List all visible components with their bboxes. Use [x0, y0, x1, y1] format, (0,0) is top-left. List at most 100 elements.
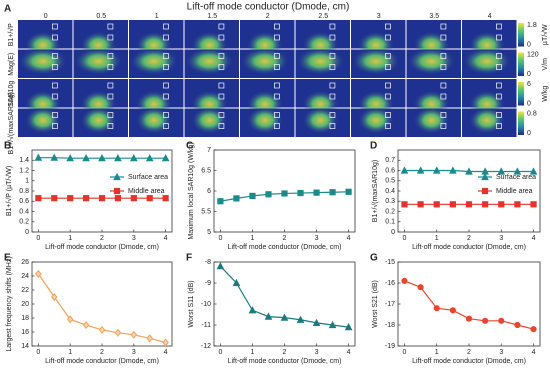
roi-box [163, 123, 169, 129]
y-tick-label: -16 [385, 280, 395, 287]
roi-box [496, 34, 502, 41]
y-tick-label: 24 [21, 273, 29, 280]
x-axis-label: Lift-off mode conductor (Dmode, cm) [228, 244, 342, 251]
marker [130, 195, 137, 202]
column-label: 1.5 [207, 13, 217, 20]
y-tick-label: 14 [21, 343, 29, 350]
roi-box [218, 82, 225, 89]
marker [530, 326, 537, 333]
row-label: Mag(E) [8, 53, 15, 76]
colorbar-max: 120 [527, 51, 539, 58]
roi-box [107, 123, 114, 129]
roi-box [107, 34, 114, 41]
y-tick-label: 5.5 [201, 208, 211, 215]
heatmap-blob [241, 48, 289, 75]
y-tick-label: 0.4 [385, 188, 395, 195]
x-axis-label: Lift-off mode conductor (Dmode, cm) [45, 358, 159, 365]
marker [514, 321, 521, 329]
marker [161, 154, 170, 162]
roi-box [274, 64, 280, 70]
marker [297, 189, 304, 197]
roi-box [163, 112, 169, 118]
y-tick-label: 1 [25, 178, 29, 185]
y-tick-label: 0.6 [385, 167, 395, 174]
marker [401, 277, 408, 284]
roi-box [274, 93, 280, 100]
marker [34, 153, 43, 161]
marker [146, 195, 153, 202]
roi-box [274, 53, 280, 59]
y-tick-label: 7 [207, 147, 211, 154]
colorbar [518, 52, 524, 76]
roi-box [218, 53, 225, 59]
marker [280, 313, 289, 321]
y-tick-label: 0.8 [19, 188, 29, 195]
marker [432, 166, 441, 174]
roi-box [440, 123, 447, 129]
y-tick-label: 6.5 [201, 167, 211, 174]
x-tick-label: 2 [100, 235, 104, 242]
y-tick-label: 0.6 [19, 198, 29, 205]
x-tick-label: 1 [68, 235, 72, 242]
marker [130, 330, 138, 339]
x-tick-label: 2 [283, 349, 287, 356]
roi-box [163, 23, 169, 30]
roi-box [440, 34, 447, 41]
heatmap-blob [413, 107, 450, 134]
row-label: B1+/√P [7, 23, 15, 46]
legend-label: Surface area [496, 174, 536, 181]
plot-frame [213, 261, 356, 347]
marker [35, 195, 42, 202]
roi-box [52, 82, 58, 89]
x-tick-label: 0 [218, 349, 222, 356]
marker [465, 201, 473, 208]
x-tick-label: 3 [132, 349, 136, 356]
row-label: B1+/√(maxSAR10g) [7, 92, 15, 154]
heatmap-blob [247, 107, 283, 134]
roi-box [52, 112, 58, 118]
roi-box [329, 123, 336, 129]
roi-box [163, 64, 169, 70]
roi-box [496, 123, 502, 129]
marker [449, 166, 457, 174]
y-tick-label: 1.4 [19, 157, 29, 164]
marker [417, 284, 424, 291]
column-label: 4 [488, 13, 492, 20]
heatmap-blob [191, 107, 228, 134]
roi-box [496, 53, 502, 59]
colorbar [518, 82, 524, 106]
heatmap-blob [74, 48, 122, 75]
roi-box [440, 23, 447, 30]
heatmap-blob [136, 107, 172, 134]
y-tick-label: -9 [205, 280, 211, 287]
y-tick-label: -17 [385, 301, 395, 308]
roi-box [274, 123, 280, 129]
marker [114, 328, 122, 337]
roi-box [440, 112, 447, 118]
marker [114, 154, 122, 162]
x-tick-label: 3 [315, 349, 319, 356]
heatmap-blob [130, 48, 178, 75]
colorbar-min: 0 [527, 130, 531, 137]
x-tick-label: 0 [403, 349, 407, 356]
x-tick-label: 2 [283, 235, 287, 242]
column-label: 0.5 [96, 13, 106, 20]
marker [296, 315, 305, 323]
marker [401, 201, 408, 208]
marker [497, 167, 506, 175]
x-axis-label: Lift-off mode conductor (Dmode, cm) [412, 244, 526, 251]
x-tick-label: 0 [36, 349, 40, 356]
x-axis-label: Lift-off mode conductor (Dmode, cm) [228, 358, 342, 365]
x-tick-label: 2 [467, 349, 471, 356]
marker [465, 315, 473, 322]
legend-marker [113, 172, 121, 181]
panel-label: F [186, 253, 192, 264]
heatmap-blob [469, 107, 505, 134]
roi-box [496, 64, 502, 70]
colorbar [518, 111, 524, 135]
roi-box [218, 34, 225, 41]
marker [264, 312, 273, 320]
roi-box [163, 82, 169, 89]
roi-box [274, 82, 280, 89]
